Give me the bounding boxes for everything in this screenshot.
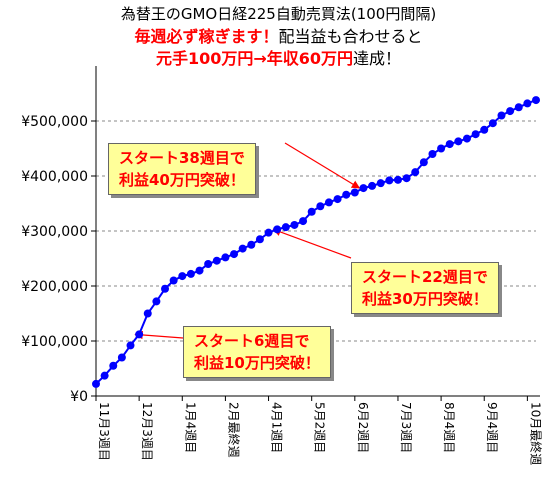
- x-tick-label: 5月2週目: [313, 402, 327, 453]
- data-point: [359, 184, 368, 193]
- data-point: [161, 284, 170, 293]
- callout-38-line1: スタート38週目で: [119, 149, 245, 167]
- callout-arrows: [134, 142, 361, 340]
- data-point: [316, 202, 325, 211]
- data-point: [238, 244, 247, 253]
- x-tick-label: 11月3週目: [97, 402, 111, 461]
- y-tick-label: ¥0: [70, 389, 88, 405]
- y-tick-labels: ¥0 ¥100,000 ¥200,000 ¥300,000 ¥400,000 ¥500,0…: [21, 114, 88, 405]
- data-point: [506, 107, 515, 116]
- x-tick-label: 1月4週目: [183, 402, 197, 453]
- callout-22-line1: スタート22週目で: [362, 268, 488, 286]
- data-point: [514, 103, 523, 112]
- data-point: [247, 240, 256, 249]
- y-tick-label: ¥300,000: [21, 224, 88, 240]
- y-tick-label: ¥400,000: [21, 169, 88, 185]
- data-point: [454, 137, 463, 146]
- data-point: [480, 125, 489, 134]
- data-point: [350, 188, 359, 197]
- data-point: [342, 190, 351, 199]
- data-point: [143, 309, 152, 318]
- x-tick-label: 2月最終週: [226, 402, 241, 458]
- data-point: [324, 198, 333, 207]
- callout-38-line2: 利益40万円突破！: [119, 171, 245, 189]
- data-point: [411, 168, 420, 177]
- subtitle-1-rest: 配当益も合わせると: [278, 27, 423, 46]
- chart-subtitle-1: 毎週必ず稼ぎます！配当益も合わせると: [0, 23, 557, 47]
- x-tick-label: 6月2週目: [356, 402, 370, 453]
- data-point: [376, 179, 385, 188]
- arrow-38-weeks: [284, 142, 361, 189]
- data-point: [169, 276, 178, 285]
- callout-6-line1: スタート6週目で: [194, 332, 310, 350]
- x-tick-label: 10月最終週: [528, 402, 543, 465]
- data-point: [255, 235, 264, 244]
- data-point: [117, 353, 126, 362]
- callout-6-weeks: スタート6週目で 利益10万円突破！: [183, 326, 331, 378]
- chart-subtitle-2: 元手100万円→年収60万円達成！: [0, 45, 557, 69]
- chart-title: 為替王のGMO日経225自動売買法(100円間隔): [120, 5, 437, 23]
- callout-6-line2: 利益10万円突破！: [194, 354, 320, 372]
- data-point: [471, 130, 480, 139]
- data-point: [393, 175, 402, 184]
- data-point: [273, 225, 282, 234]
- data-point: [462, 134, 471, 143]
- data-point: [385, 176, 394, 185]
- subtitle-1-emphasis: 毎週必ず稼ぎます！: [134, 27, 279, 46]
- data-point: [281, 223, 290, 232]
- arrow-22-weeks: [272, 228, 352, 259]
- x-tick-labels: 11月3週目 12月3週目 1月4週目 2月最終週 4月1週目 5月2週目 6月2週目 7月3…: [97, 402, 543, 465]
- data-point: [204, 260, 213, 268]
- arrow-6-weeks: [134, 330, 184, 340]
- data-point: [152, 297, 161, 306]
- data-point: [419, 158, 428, 167]
- data-point: [135, 330, 144, 339]
- series-line: [92, 96, 540, 388]
- x-tick-label: 7月3週目: [399, 402, 413, 453]
- y-tick-label: ¥500,000: [21, 114, 88, 130]
- data-point: [307, 207, 316, 216]
- data-point: [178, 272, 187, 281]
- y-tick-label: ¥200,000: [21, 279, 88, 295]
- data-point: [212, 256, 221, 265]
- data-point: [402, 174, 411, 183]
- data-point: [523, 99, 532, 108]
- data-point: [126, 341, 135, 350]
- y-tick-label: ¥100,000: [21, 334, 88, 350]
- callout-38-weeks: スタート38週目で 利益40万円突破！: [108, 143, 256, 195]
- data-point: [92, 379, 100, 388]
- data-point: [437, 144, 446, 153]
- data-point: [333, 195, 342, 204]
- callout-22-weeks: スタート22週目で 利益30万円突破！: [351, 262, 499, 314]
- data-point: [230, 250, 239, 259]
- subtitle-2-rest: 達成！: [353, 49, 402, 68]
- x-tick-label: 8月4週目: [442, 402, 456, 453]
- series-polyline: [95, 99, 537, 385]
- data-point: [532, 96, 540, 105]
- x-tick-label: 4月1週目: [270, 402, 284, 453]
- data-point: [109, 361, 118, 370]
- data-point: [221, 253, 230, 262]
- data-point: [186, 269, 195, 278]
- data-point: [368, 181, 377, 190]
- data-point: [428, 150, 437, 158]
- data-point: [299, 217, 308, 226]
- data-point: [264, 228, 273, 237]
- data-point: [488, 119, 497, 128]
- callout-22-line2: 利益30万円突破！: [362, 290, 488, 308]
- data-point: [497, 111, 506, 120]
- axes: [91, 66, 540, 401]
- data-point: [445, 140, 454, 149]
- x-tick-label: 12月3週目: [140, 402, 154, 461]
- data-point: [290, 220, 299, 229]
- x-tick-label: 9月4週目: [485, 402, 499, 453]
- data-point: [195, 266, 204, 275]
- data-point: [100, 371, 109, 380]
- subtitle-2-emphasis: 元手100万円→年収60万円: [155, 49, 354, 68]
